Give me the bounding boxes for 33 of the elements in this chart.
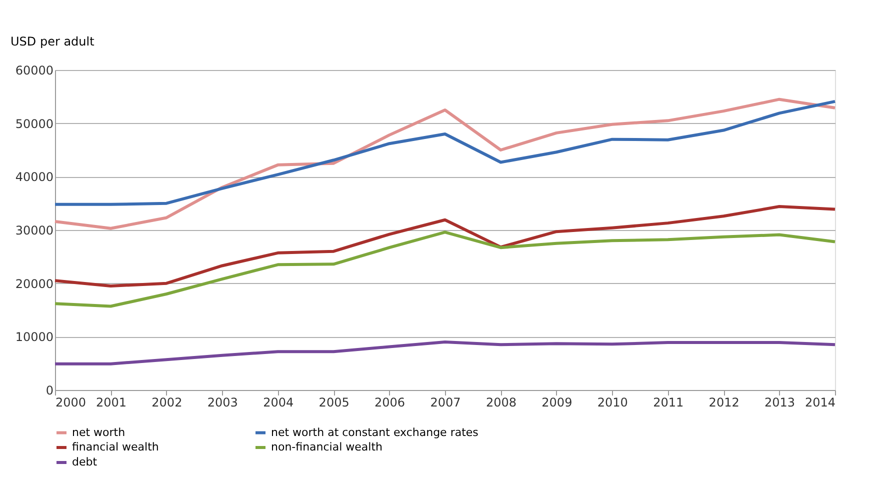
y-tick-label: 0: [46, 384, 54, 398]
x-tick-label: 2014: [804, 396, 836, 410]
x-tick-label: 2005: [318, 396, 350, 410]
x-tick-label: 2012: [708, 396, 740, 410]
x-tick-label: 2004: [263, 396, 294, 410]
legend-label: net worth at constant exchange rates: [271, 426, 479, 439]
x-tick-label: 2007: [430, 396, 461, 410]
x-tick-label: 2006: [374, 396, 406, 410]
y-tick-label: 50000: [15, 116, 54, 131]
x-tick-label: 2008: [486, 396, 516, 410]
line-series: [54, 100, 836, 206]
y-tick-label: 40000: [15, 170, 54, 184]
x-tick-label: 2002: [152, 396, 182, 410]
x-tick-label: 2011: [653, 396, 684, 410]
legend-label: non-financial wealth: [271, 440, 383, 454]
line-series: [54, 205, 836, 288]
legend-label: debt: [72, 456, 98, 468]
x-tick-label: 2003: [207, 396, 238, 410]
y-tick-label: 10000: [15, 330, 54, 344]
y-tick-label: 30000: [15, 224, 54, 238]
line-series: [54, 340, 836, 366]
legend-label: net worth: [72, 426, 126, 439]
x-tick-label: 2009: [542, 396, 572, 410]
y-tick-label: 60000: [15, 64, 54, 78]
y-tick-label: 20000: [15, 276, 54, 291]
x-tick-label: 2010: [597, 396, 628, 410]
x-tick-label: 2001: [96, 396, 126, 410]
x-tick-label: 2000: [56, 396, 86, 410]
line-series: [54, 98, 836, 230]
line-series: [54, 230, 836, 308]
y-axis-title: USD per adult: [10, 34, 95, 48]
x-tick-label: 2013: [764, 396, 796, 410]
legend-label: financial wealth: [72, 440, 159, 454]
